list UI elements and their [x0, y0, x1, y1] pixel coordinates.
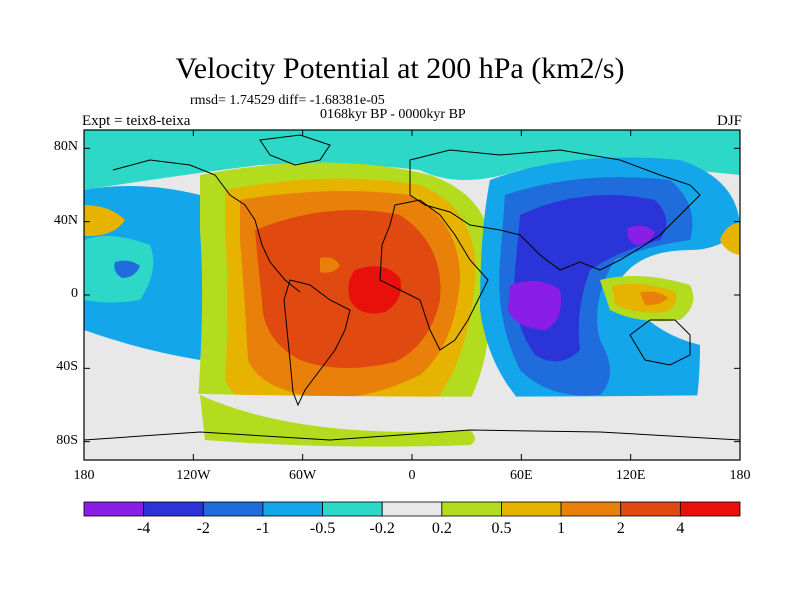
contour-pos-4: [348, 266, 401, 314]
contour-pos-2: [255, 210, 441, 369]
colorbar-label: -0.5: [309, 520, 336, 537]
colorbar: [83, 501, 741, 517]
page-title: Velocity Potential at 200 hPa (km2/s): [175, 52, 625, 85]
lat-tick-label: 40S: [56, 359, 78, 375]
lat-tick-label: 80N: [53, 139, 78, 155]
lon-tick-label: 180: [729, 468, 751, 483]
experiment-label: Expt = teix8-teixa: [82, 113, 191, 129]
contour-southern-belt: [84, 390, 740, 460]
contour-pacific-spot: [114, 260, 140, 278]
contour-pacific-east: [84, 186, 223, 360]
colorbar-label: 2: [616, 520, 625, 537]
contour-east-edge: [720, 222, 740, 255]
colorbar-label: -0.2: [369, 520, 395, 537]
coast-south-america: [283, 279, 351, 407]
colorbar-swatch: [501, 501, 562, 517]
lon-tick-label: 180: [73, 468, 95, 483]
coast-antarctica: [84, 429, 740, 441]
colorbar-swatch: [679, 501, 741, 517]
colorbar-label: -4: [136, 520, 151, 537]
colorbar-swatch: [83, 501, 145, 517]
colorbar-swatch: [441, 501, 502, 517]
colorbar-swatch: [620, 501, 681, 517]
lon-tick-label: 0: [408, 468, 416, 483]
colorbar-label: 0.5: [491, 520, 512, 537]
lon-tick-label: 120E: [615, 468, 646, 483]
coast-greenland: [259, 134, 331, 166]
colorbar-label: 4: [676, 520, 685, 537]
stats-line: rmsd= 1.74529 diff= -1.68381e-05: [190, 93, 385, 108]
contour-south-lobe: [200, 395, 475, 447]
season-label: DJF: [716, 113, 742, 129]
colorbar-label: 0.2: [431, 520, 452, 537]
coastlines: [84, 134, 740, 441]
period-label: 0168kyr BP - 0000kyr BP: [320, 107, 466, 122]
colorbar-label: 1: [557, 520, 566, 537]
contour-pacific-yellow: [84, 205, 125, 236]
lat-tick-label: 40N: [53, 212, 78, 228]
colorbar-label: -1: [256, 520, 270, 537]
velocity-potential-field: [84, 130, 740, 460]
colorbar-swatch: [322, 501, 383, 517]
colorbar-label: -2: [196, 520, 210, 537]
contour-neg-min-asia: [627, 225, 655, 245]
lon-tick-label: 60W: [289, 468, 317, 483]
lat-tick-label: 80S: [56, 432, 78, 448]
coast-north-america: [112, 159, 301, 293]
colorbar-swatch: [381, 501, 443, 517]
colorbar-swatch: [202, 501, 264, 517]
axis-ticks: [83, 130, 741, 460]
coast-africa: [379, 199, 489, 351]
coast-australia: [629, 319, 691, 366]
contour-mc-1: [640, 291, 668, 306]
colorbar-swatch: [560, 501, 622, 517]
colorbar-swatch: [143, 501, 204, 517]
lon-tick-label: 120W: [176, 468, 211, 483]
lon-tick-label: 60E: [510, 468, 533, 483]
colorbar-swatch: [262, 501, 323, 517]
lat-tick-label: 0: [71, 286, 78, 301]
contour-neg-min-indian: [508, 281, 561, 330]
coast-eurasia: [409, 149, 701, 271]
contour-pos-spot: [320, 257, 340, 273]
